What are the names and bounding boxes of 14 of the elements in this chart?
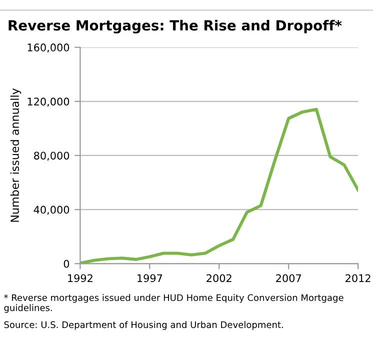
x-tick-label: 2012 xyxy=(346,274,370,282)
y-tick-label: 0 xyxy=(64,260,70,268)
text: * Reverse mortgages issued under HUD Home Equity Conversion Mortgage guidelines. xyxy=(4,294,344,313)
y-tick-label: 120,000 xyxy=(28,98,70,107)
chart-title: Reverse Mortgages: The Rise and Dropoff* xyxy=(8,20,342,34)
source-note: Source: U.S. Department of Housing and Urban Development. xyxy=(4,321,283,330)
x-tick-label: 2002 xyxy=(206,274,232,282)
y-axis-title: Number issued annually xyxy=(10,88,22,222)
y-tick-label: 80,000 xyxy=(34,152,70,161)
y-tick-label: 160,000 xyxy=(28,44,70,52)
y-tick-label: 40,000 xyxy=(34,206,70,215)
x-tick-label: 1992 xyxy=(68,274,92,282)
x-tick-label: 1997 xyxy=(138,274,162,282)
x-tick-label: 2007 xyxy=(276,274,301,282)
